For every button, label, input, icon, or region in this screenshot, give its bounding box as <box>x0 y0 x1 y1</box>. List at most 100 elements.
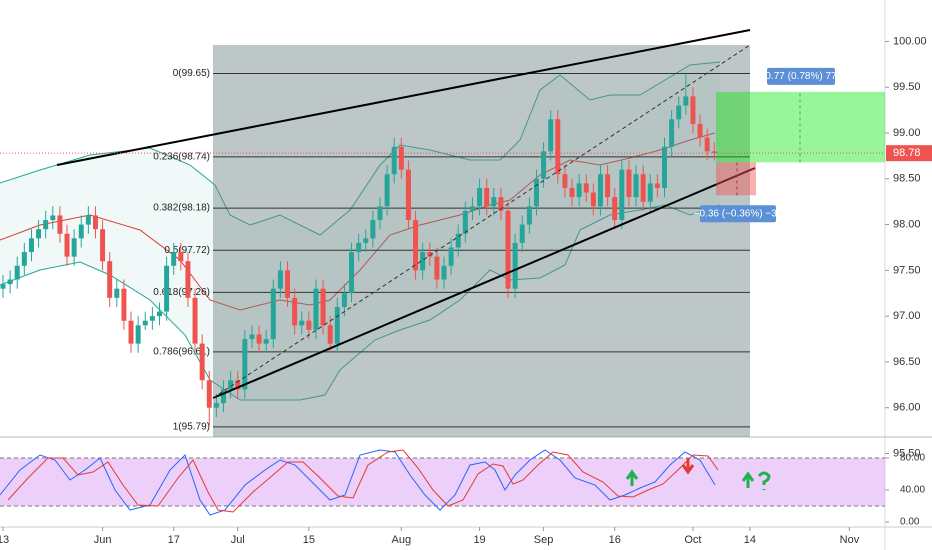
candle-body <box>533 178 539 207</box>
x-tick-label: 15 <box>303 534 315 546</box>
candle-body <box>384 174 390 207</box>
down-arrow <box>681 458 695 475</box>
candle-body <box>185 261 191 298</box>
candle-body <box>555 119 561 175</box>
candle-body <box>178 252 184 262</box>
candle-body <box>647 183 653 202</box>
candle-body <box>36 229 42 239</box>
candle-body <box>135 325 141 344</box>
candle-body <box>263 339 269 344</box>
x-tick-label: 13 <box>0 534 9 546</box>
up-arrow <box>625 469 639 486</box>
candle-body <box>462 210 468 234</box>
candle-body <box>455 233 461 248</box>
candle-body <box>299 320 305 326</box>
mid-channel-line <box>212 44 751 399</box>
indicator-layer <box>0 61 721 401</box>
candle-body <box>228 380 234 390</box>
question-mark <box>757 471 771 490</box>
fib-label: 0.786(96.61) <box>153 346 210 357</box>
x-tick-label: Sep <box>534 534 554 546</box>
candle-body <box>448 247 454 266</box>
x-tick-label: Oct <box>684 534 701 546</box>
y-tick-label: 95.50 <box>893 447 921 459</box>
candle-body <box>306 320 312 330</box>
y-tick-label: 97.50 <box>893 264 921 276</box>
candle-body <box>469 206 475 211</box>
candle-body <box>270 288 276 340</box>
candle-body <box>121 288 127 321</box>
candle-body <box>43 220 49 230</box>
candle-body <box>92 215 98 230</box>
y-tick-label: 98.00 <box>893 218 921 230</box>
up-arrow <box>741 471 755 488</box>
candle-body <box>28 238 34 253</box>
axes: 100.00 99.50 99.00 98.50 98.00 97.50 97.00 96.5… <box>0 35 932 546</box>
candle-body <box>7 279 13 285</box>
candle-body <box>605 174 611 198</box>
candle-body <box>612 197 618 221</box>
candle-body <box>519 224 525 243</box>
candle-body <box>256 334 262 344</box>
y-tick-label: 97.00 <box>893 310 921 322</box>
bollinger-fill <box>0 62 720 400</box>
candle-body <box>484 187 490 207</box>
candle-body <box>249 334 255 340</box>
candle-body <box>164 265 170 312</box>
candle-body <box>697 123 703 138</box>
candle-body <box>541 151 547 179</box>
stochastic-pane <box>0 457 885 507</box>
candle-body <box>192 297 198 344</box>
candle-body <box>434 256 440 280</box>
candle-body <box>21 252 27 266</box>
y-tick-label: 99.50 <box>893 81 921 93</box>
profit-zone <box>716 91 885 163</box>
candle-body <box>78 224 84 239</box>
candle-body <box>0 284 6 289</box>
fib-label: 0.618(97.26) <box>153 287 210 298</box>
x-tick-label: Aug <box>392 534 412 546</box>
candle-body <box>398 146 404 170</box>
fib-label: 0.5(97.72) <box>164 245 210 256</box>
position-tool: 0.77 (0.78%) 77 −0.36 (−0.36%) −36 <box>694 67 885 223</box>
candle-body <box>128 320 134 344</box>
target-label-box <box>767 67 835 85</box>
candle-body <box>576 183 582 198</box>
loss-zone <box>716 162 756 196</box>
candle-body <box>626 169 632 198</box>
stochastic-k <box>0 449 716 516</box>
stoch-tick-label: 80.00 <box>900 453 925 464</box>
candle-body <box>341 293 347 307</box>
stoch-tick-label: 0.00 <box>900 517 920 528</box>
target-label: 0.77 (0.78%) 77 <box>765 71 837 82</box>
candle-body <box>356 242 362 253</box>
candle-body <box>114 288 120 298</box>
stop-label-box <box>700 205 776 223</box>
candle-body <box>14 265 20 280</box>
x-tick-label: 16 <box>609 534 621 546</box>
stochastic-d <box>7 449 719 513</box>
candle-body <box>704 137 710 152</box>
candle-body <box>562 174 568 188</box>
candle-body <box>213 403 219 408</box>
candle-body <box>100 229 106 262</box>
stoch-band <box>0 458 885 506</box>
candle-body <box>619 169 625 221</box>
moving-average <box>0 132 716 311</box>
upper-trendline <box>56 29 751 166</box>
x-tick-label: Jul <box>231 534 245 546</box>
candle-body <box>420 252 426 271</box>
candle-body <box>690 96 696 124</box>
candle-body <box>171 252 177 266</box>
candle-body <box>597 174 603 207</box>
x-tick-label: Jun <box>94 534 112 546</box>
candle-body <box>206 380 212 408</box>
candle-body <box>662 146 667 188</box>
x-tick-label: 14 <box>744 534 756 546</box>
candle-body <box>583 183 589 193</box>
candle-body <box>391 146 397 175</box>
candle-body <box>505 210 511 289</box>
bollinger-upper <box>0 61 721 236</box>
candle-body <box>569 187 575 198</box>
x-tick-label: Nov <box>840 534 860 546</box>
